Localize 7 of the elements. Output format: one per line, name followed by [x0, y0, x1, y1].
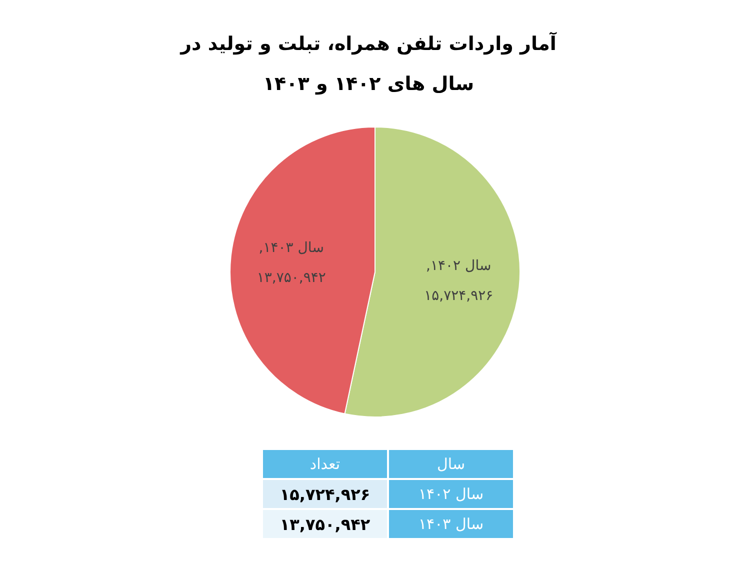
category-label: سال ۱۴۰۳ — [418, 515, 484, 533]
title: آمار واردات تلفن همراه، تبلت و تولید در سال های ۱۴۰۲ و ۱۴۰۳ — [178, 31, 558, 97]
text: سال — [388, 449, 514, 479]
text: ۱۵,۷۲۴,۹۲۶ — [280, 484, 370, 504]
text: تعداد — [262, 449, 388, 479]
text: ۱۳,۷۵۰,۹۴۲ — [280, 514, 370, 534]
slice-label: سال ۱۴۰۲ — [388, 479, 514, 509]
